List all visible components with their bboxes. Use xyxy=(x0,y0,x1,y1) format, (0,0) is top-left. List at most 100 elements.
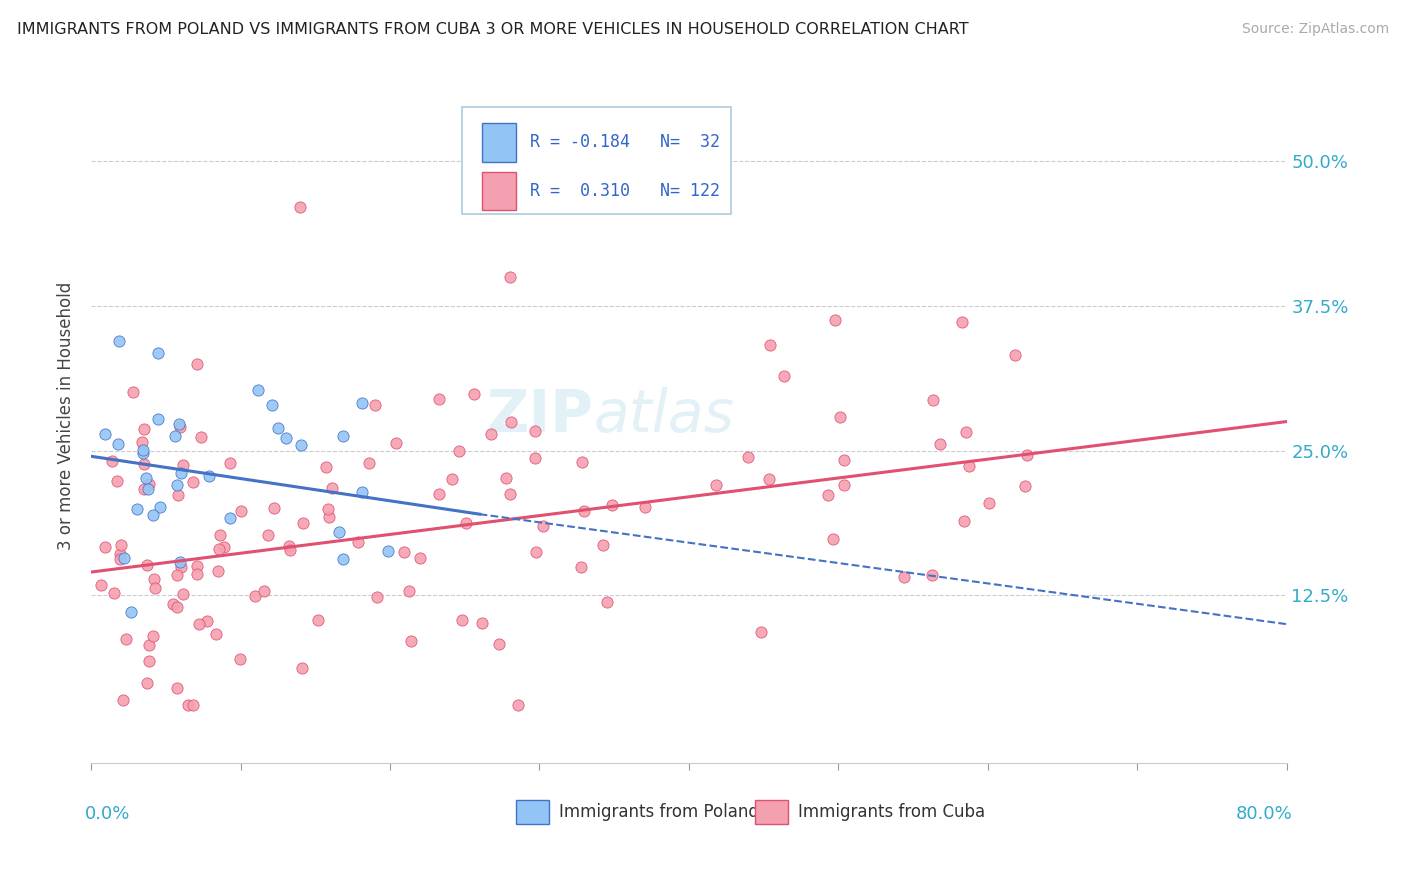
Point xyxy=(111,693,134,707)
Point xyxy=(208,541,231,556)
Point xyxy=(101,454,124,468)
Point xyxy=(751,625,773,640)
Point xyxy=(364,399,387,413)
Point xyxy=(347,535,370,549)
Point xyxy=(1015,448,1038,462)
Point xyxy=(135,470,157,484)
Point xyxy=(572,504,595,518)
Point xyxy=(181,475,204,489)
Point xyxy=(134,483,156,497)
Point xyxy=(166,681,188,695)
Point xyxy=(257,527,280,541)
Point xyxy=(132,422,155,436)
Point xyxy=(170,466,193,480)
Point xyxy=(950,314,973,328)
Point xyxy=(366,590,388,604)
Point xyxy=(488,637,510,651)
Point xyxy=(385,435,408,450)
Point xyxy=(394,545,416,559)
Point xyxy=(94,426,117,441)
Point xyxy=(499,487,522,501)
FancyBboxPatch shape xyxy=(482,123,516,161)
Point xyxy=(142,629,165,643)
Point xyxy=(169,556,191,570)
Point xyxy=(357,456,380,470)
Text: 0.0%: 0.0% xyxy=(86,805,131,822)
Point xyxy=(186,567,208,582)
Point xyxy=(219,456,242,470)
Point xyxy=(132,457,155,471)
Point xyxy=(328,525,350,540)
Point xyxy=(832,453,855,467)
Point xyxy=(148,346,170,360)
Point xyxy=(501,415,523,429)
Point xyxy=(138,638,160,652)
Point xyxy=(596,595,619,609)
Point xyxy=(332,551,354,566)
Point xyxy=(142,573,165,587)
Point xyxy=(136,482,159,496)
Text: R =  0.310   N= 122: R = 0.310 N= 122 xyxy=(530,182,720,200)
Point xyxy=(704,478,727,492)
Point xyxy=(634,500,657,515)
Point xyxy=(463,386,485,401)
Point xyxy=(332,428,354,442)
Point xyxy=(166,600,188,615)
Point xyxy=(132,443,155,458)
Point xyxy=(120,606,142,620)
Point xyxy=(276,431,298,445)
FancyBboxPatch shape xyxy=(482,171,516,210)
Point xyxy=(262,398,284,412)
Point xyxy=(112,551,135,566)
Point xyxy=(277,539,299,553)
Text: R = -0.184   N=  32: R = -0.184 N= 32 xyxy=(530,134,720,152)
Point xyxy=(166,487,188,501)
Point xyxy=(409,551,432,566)
Point xyxy=(231,504,253,518)
Point xyxy=(135,558,157,572)
Point xyxy=(167,417,190,431)
Point xyxy=(121,385,143,400)
Point xyxy=(479,426,502,441)
Point xyxy=(186,357,208,371)
Point xyxy=(165,429,187,443)
Point xyxy=(953,514,976,528)
Point xyxy=(429,487,451,501)
Point xyxy=(115,632,138,647)
Point xyxy=(977,495,1000,509)
Point xyxy=(471,615,494,630)
Point xyxy=(828,409,851,424)
Point xyxy=(817,488,839,502)
Point xyxy=(318,509,340,524)
Point xyxy=(267,421,290,435)
Point xyxy=(1004,348,1026,362)
Point xyxy=(190,430,212,444)
Point xyxy=(531,519,554,533)
Point xyxy=(197,468,219,483)
Point xyxy=(181,698,204,713)
Point xyxy=(506,698,529,713)
Point xyxy=(263,501,285,516)
Point xyxy=(921,393,943,408)
Point xyxy=(94,540,117,554)
Point xyxy=(143,581,166,595)
Point xyxy=(571,455,593,469)
Point xyxy=(195,614,218,628)
Point xyxy=(136,675,159,690)
Point xyxy=(291,516,314,530)
Point xyxy=(758,338,780,352)
FancyBboxPatch shape xyxy=(755,800,789,824)
Point xyxy=(524,545,547,559)
Point xyxy=(90,578,112,592)
FancyBboxPatch shape xyxy=(516,800,548,824)
Point xyxy=(110,547,132,561)
Point xyxy=(832,478,855,492)
Point xyxy=(162,598,184,612)
Point xyxy=(107,436,129,450)
Point xyxy=(253,583,276,598)
Point xyxy=(131,446,153,460)
Point xyxy=(523,424,546,438)
Point xyxy=(454,516,477,531)
Point xyxy=(170,559,193,574)
Point xyxy=(758,472,780,486)
